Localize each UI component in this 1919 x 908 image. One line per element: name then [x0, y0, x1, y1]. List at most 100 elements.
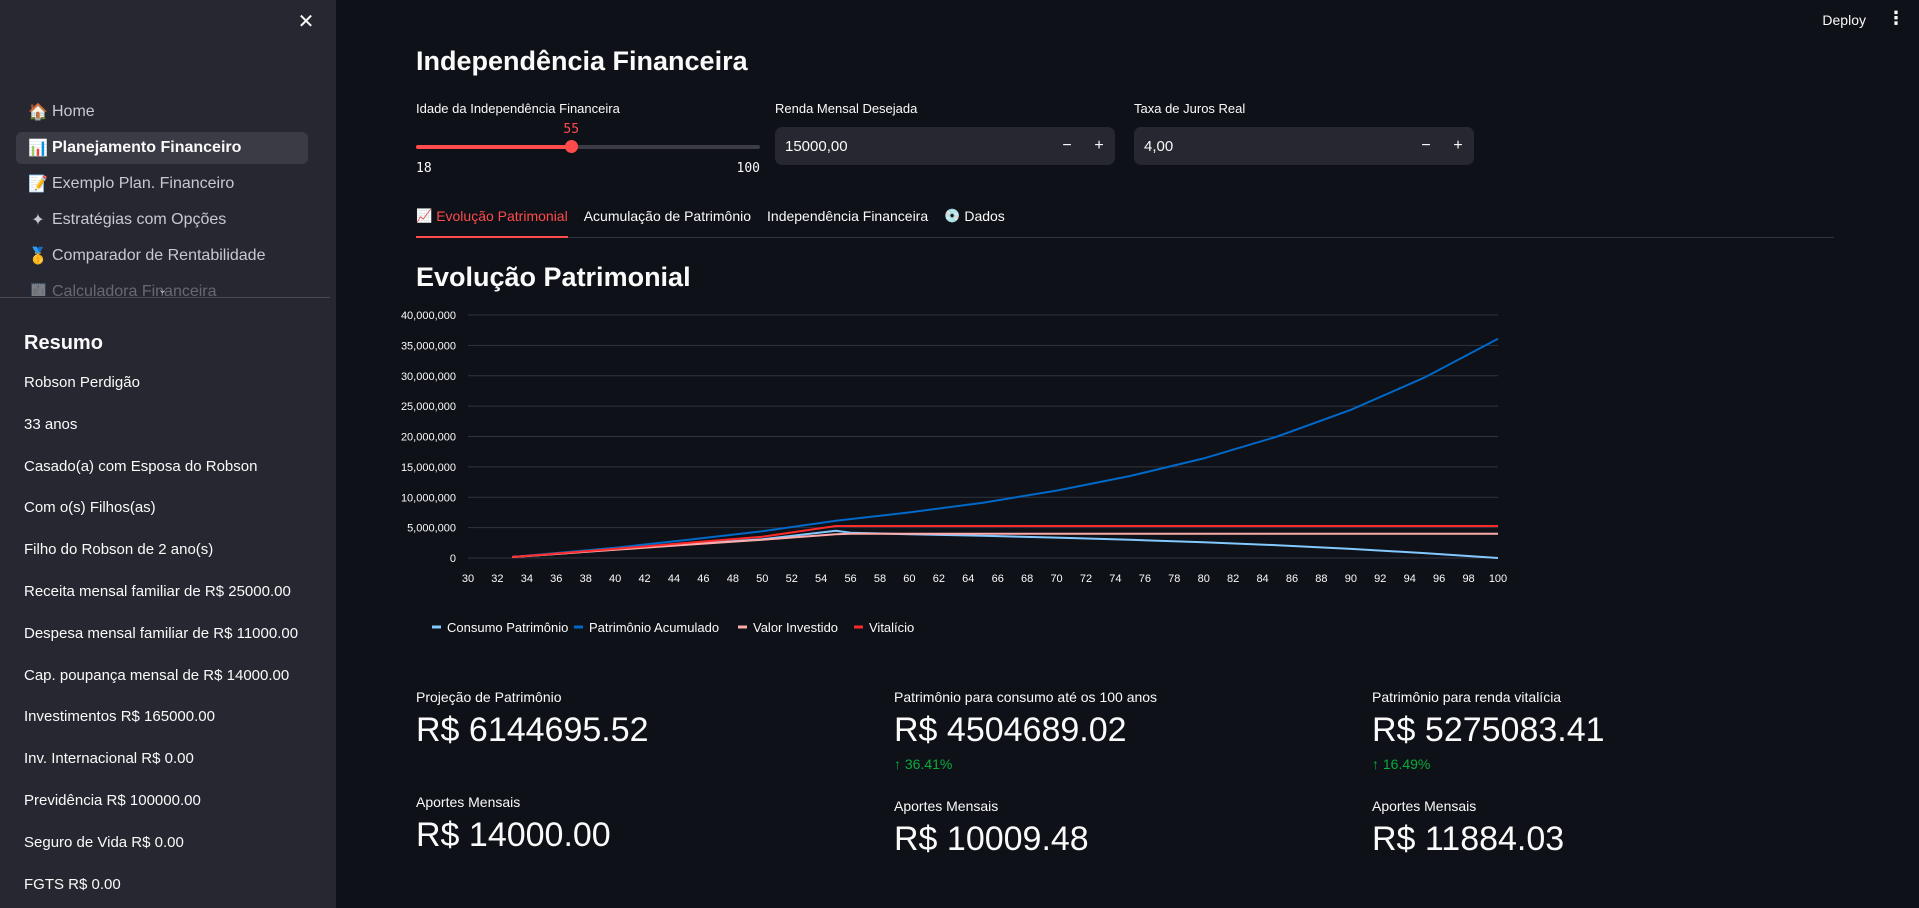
- tab-icon: 📈: [416, 208, 433, 223]
- metric-consumo: Patrimônio para consumo até os 100 anos …: [894, 689, 1157, 772]
- receipt-icon: 🧾: [28, 284, 48, 296]
- metric-aportes-2: Aportes Mensais R$ 10009.48: [894, 798, 1089, 859]
- x-tick-label: 62: [933, 573, 945, 585]
- tab-evolu-o-patrimonial[interactable]: 📈 Evolução Patrimonial: [416, 202, 568, 238]
- chevron-down-icon[interactable]: ⌄: [158, 284, 168, 296]
- x-tick-label: 40: [609, 573, 621, 585]
- metric-delta: ↑ 16.49%: [1372, 756, 1431, 772]
- sidebar-item-comparador-de-rentabilidade[interactable]: 🥇 Comparador de Rentabilidade: [16, 240, 308, 272]
- tab-bar: 📈 Evolução Patrimonial Acumulação de Patri…: [416, 202, 1834, 238]
- x-tick-label: 80: [1198, 573, 1210, 585]
- metric-value: R$ 14000.00: [416, 816, 611, 854]
- metric-label: Projeção de Patrimônio: [416, 689, 562, 705]
- metric-value: R$ 4504689.02: [894, 711, 1127, 749]
- x-tick-label: 90: [1345, 573, 1357, 585]
- x-tick-label: 96: [1433, 573, 1445, 585]
- renda-increment-button[interactable]: +: [1094, 137, 1104, 154]
- tab-label: Dados: [964, 208, 1005, 224]
- sidebar-divider: [0, 297, 330, 298]
- metric-value: R$ 6144695.52: [416, 711, 649, 749]
- sidebar-item-label: Comparador de Rentabilidade: [52, 247, 266, 264]
- summary-item: Com o(s) Filhos(as): [24, 499, 156, 517]
- sidebar-item-exemplo-plan-financeiro[interactable]: 📝 Exemplo Plan. Financeiro: [16, 168, 308, 200]
- home-icon: 🏠: [28, 104, 48, 121]
- sidebar-item-label: Home: [52, 103, 95, 120]
- tab-independ-ncia-financeira[interactable]: Independência Financeira: [767, 202, 928, 238]
- y-tick-label: 40,000,000: [401, 310, 456, 322]
- x-tick-label: 48: [727, 573, 739, 585]
- slider-min: 18: [416, 161, 432, 176]
- sidebar-item-estrat-gias-com-op-es[interactable]: ✦ Estratégias com Opções: [16, 204, 308, 236]
- summary-item: Investimentos R$ 165000.00: [24, 708, 215, 726]
- summary-item: Inv. Internacional R$ 0.00: [24, 750, 194, 768]
- x-tick-label: 86: [1286, 573, 1298, 585]
- x-tick-label: 34: [521, 573, 533, 585]
- slider-thumb[interactable]: [565, 140, 579, 153]
- sidebar-item-planejamento-financeiro[interactable]: 📊 Planejamento Financeiro: [16, 132, 308, 164]
- sidebar-item-home[interactable]: 🏠 Home: [16, 96, 308, 128]
- tab-label: Independência Financeira: [767, 208, 929, 224]
- metric-value: R$ 5275083.41: [1372, 711, 1605, 749]
- sparkle-icon: ✦: [31, 212, 45, 229]
- metric-value: R$ 11884.03: [1372, 820, 1565, 858]
- taxa-decrement-button[interactable]: −: [1421, 137, 1431, 154]
- x-tick-label: 60: [903, 573, 915, 585]
- chart-icon: 📊: [28, 140, 48, 157]
- x-tick-label: 42: [638, 573, 650, 585]
- metric-label: Aportes Mensais: [894, 798, 999, 814]
- taxa-input[interactable]: [1134, 137, 1410, 155]
- x-tick-label: 32: [491, 573, 503, 585]
- metric-delta: ↑ 36.41%: [894, 756, 953, 772]
- metric-label: Aportes Mensais: [1372, 798, 1477, 814]
- summary-list: Robson Perdigão 33 anos Casado(a) com Espo…: [24, 372, 298, 908]
- summary-item: Despesa mensal familiar de R$ 11000.00: [24, 624, 299, 642]
- x-tick-label: 72: [1080, 573, 1092, 585]
- summary-item: Filho do Robson de 2 ano(s): [24, 541, 214, 559]
- sidebar-nav: 🏠 Home 📊 Planejamento Financeiro 📝 Exemplo Pl…: [16, 96, 308, 296]
- legend-entry: Patrimônio Acumulado: [589, 620, 719, 635]
- slider-value: 55: [563, 122, 580, 137]
- sidebar-item-calculadora-financeira[interactable]: 🧾 Calculadora Financeira: [16, 276, 308, 296]
- summary-item: Robson Perdigão: [24, 374, 140, 391]
- sidebar: ✕ 🏠 Home 📊 Planejamento Financeiro 📝 Exemplo …: [0, 0, 336, 908]
- memo-icon: 📝: [28, 176, 48, 193]
- tab-label: Evolução Patrimonial: [436, 208, 568, 224]
- x-tick-label: 38: [580, 573, 592, 585]
- slider-track[interactable]: [416, 145, 760, 149]
- y-tick-label: 30,000,000: [401, 371, 456, 383]
- x-tick-label: 52: [786, 573, 798, 585]
- sidebar-item-label: Exemplo Plan. Financeiro: [52, 175, 235, 192]
- sidebar-item-label: Estratégias com Opções: [52, 211, 227, 228]
- x-tick-label: 64: [962, 573, 974, 585]
- renda-decrement-button[interactable]: −: [1062, 137, 1072, 154]
- y-tick-label: 10,000,000: [401, 492, 456, 504]
- x-tick-label: 100: [1489, 573, 1507, 585]
- tab-dados[interactable]: 💿 Dados: [944, 202, 1005, 238]
- sidebar-item-label: Planejamento Financeiro: [52, 139, 242, 156]
- slider-label: Idade da Independência Financeira: [416, 101, 620, 116]
- patrimonio-chart: 0 5,000,000 10,000,000 15,000,000 20,000,000…: [401, 310, 1507, 635]
- renda-input-group: − +: [775, 127, 1115, 165]
- metric-label: Patrimônio para renda vitalícia: [1372, 689, 1562, 705]
- renda-label: Renda Mensal Desejada: [775, 101, 918, 116]
- metric-label: Patrimônio para consumo até os 100 anos: [894, 689, 1158, 705]
- summary-item: Previdência R$ 100000.00: [24, 791, 201, 809]
- main-menu-button[interactable]: ⋮: [1887, 8, 1905, 29]
- x-tick-label: 50: [756, 573, 768, 585]
- taxa-increment-button[interactable]: +: [1453, 137, 1463, 154]
- tab-acumula-o-de-patrim-nio[interactable]: Acumulação de Patrimônio: [584, 202, 751, 238]
- tab-icon: 💿: [944, 208, 961, 223]
- x-tick-label: 66: [992, 573, 1004, 585]
- x-tick-label: 46: [697, 573, 709, 585]
- metric-projecao: Projeção de Patrimônio R$ 6144695.52: [416, 689, 649, 750]
- y-tick-label: 15,000,000: [401, 462, 456, 474]
- close-sidebar-button[interactable]: ✕: [296, 12, 316, 32]
- renda-input[interactable]: [775, 137, 1051, 155]
- x-tick-label: 54: [815, 573, 827, 585]
- y-tick-label: 25,000,000: [401, 401, 456, 413]
- summary-item: Casado(a) com Esposa do Robson: [24, 457, 258, 475]
- age-slider[interactable]: 55 18 100: [416, 122, 760, 181]
- summary-item: Seguro de Vida R$ 0.00: [24, 833, 184, 851]
- deploy-button[interactable]: Deploy: [1822, 12, 1866, 28]
